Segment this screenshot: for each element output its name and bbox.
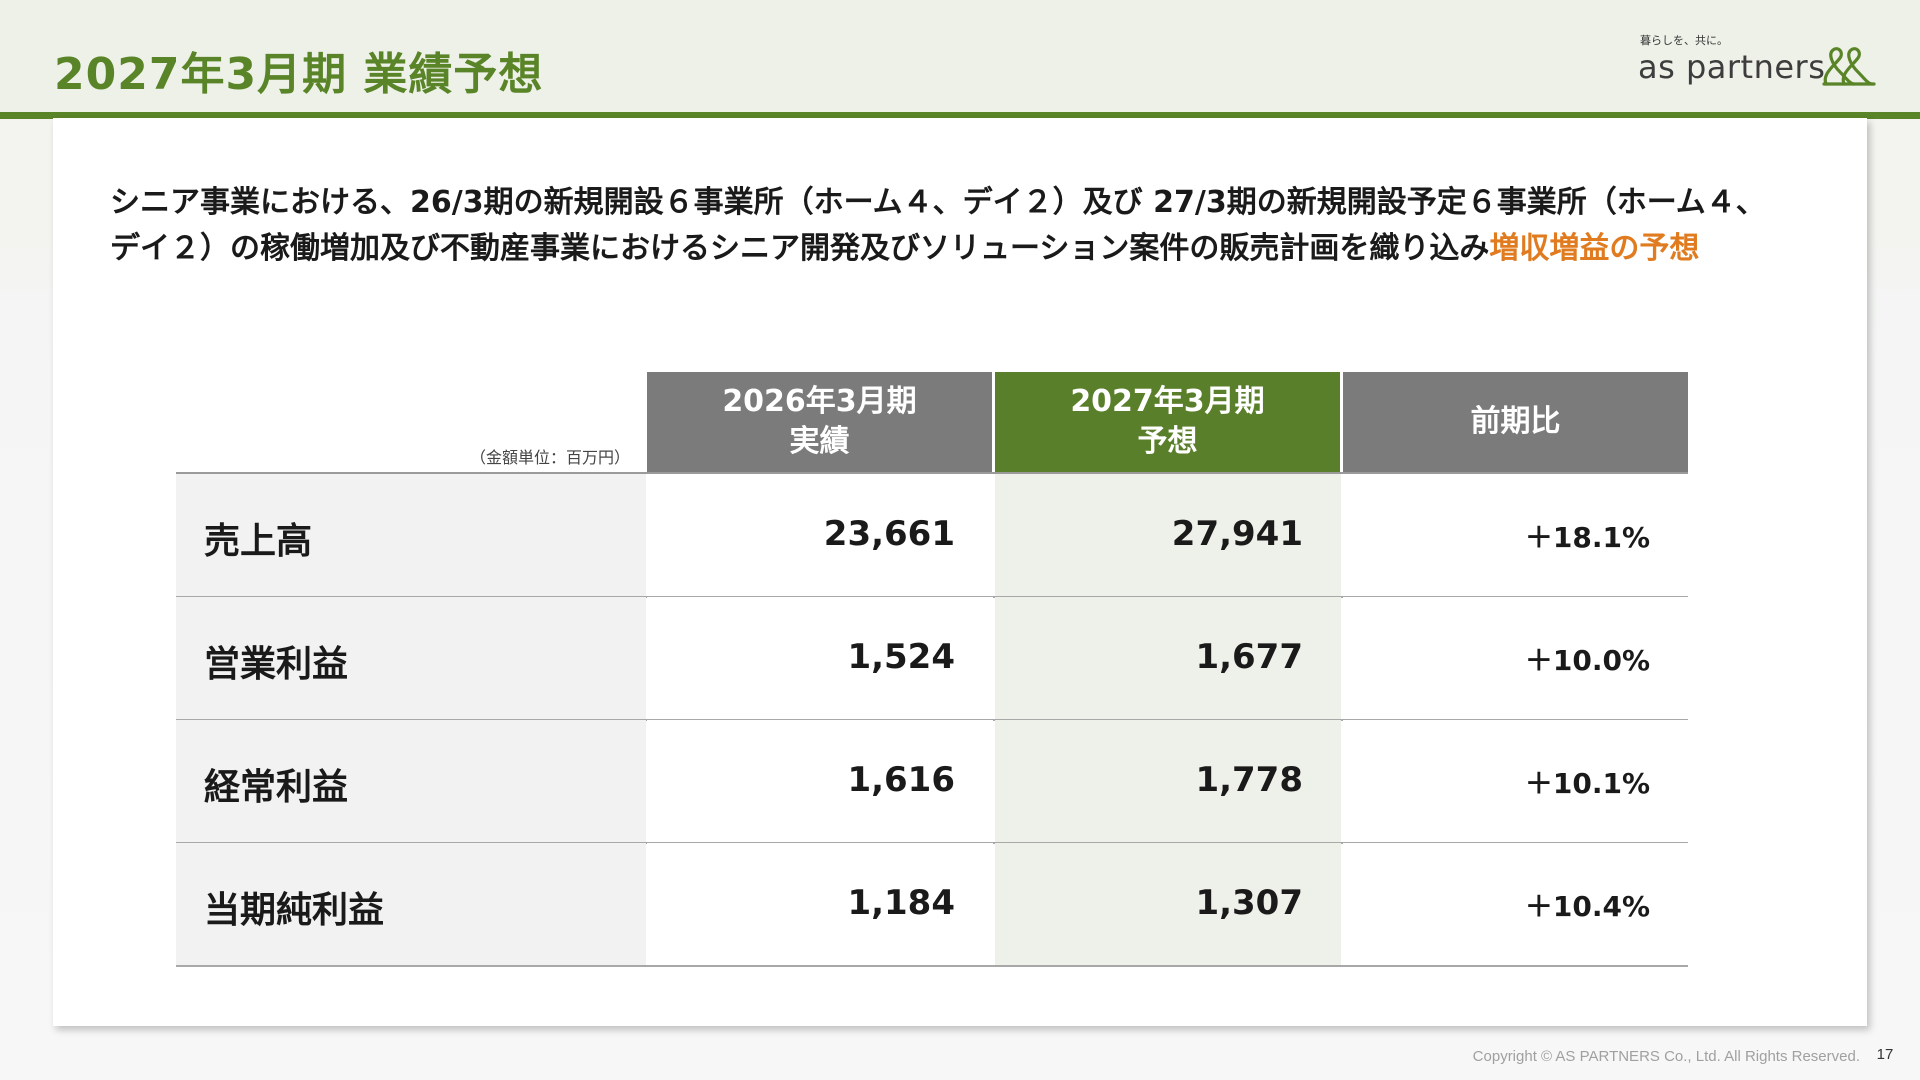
change-cell: ＋18.1% — [1343, 474, 1688, 596]
page-number: 17 — [1876, 1046, 1894, 1063]
header-band — [0, 0, 1920, 116]
page-title: 2027年3月期 業績予想 — [54, 49, 544, 100]
row-divider — [176, 965, 1688, 967]
forecast-cell: 1,677 — [995, 597, 1341, 719]
intro-text: シニア事業における、26/3期の新規開設６事業所（ホーム４、デイ２）及び 27/… — [110, 185, 1766, 266]
change-value: ＋10.1% — [1524, 767, 1650, 800]
table-header-rule — [176, 472, 1688, 474]
intertwined-leaf-logo-icon — [1822, 47, 1876, 86]
table-row: 営業利益 1,524 1,677 ＋10.0% — [176, 597, 1688, 721]
forecast-cell: 1,778 — [995, 720, 1341, 842]
row-label: 当期純利益 — [204, 890, 385, 931]
table-row: 当期純利益 1,184 1,307 ＋10.4% — [176, 843, 1688, 967]
forecast-value: 27,941 — [1171, 514, 1303, 554]
column-header-change: 前期比 — [1343, 372, 1688, 472]
actual-cell: 1,524 — [647, 597, 993, 719]
unit-note: （金額単位：百万円） — [469, 448, 630, 467]
row-label-cell: 当期純利益 — [176, 843, 646, 965]
column-header-actual: 2026年3月期 実績 — [647, 372, 992, 472]
copyright-notice: Copyright © AS PARTNERS Co., Ltd. All Ri… — [1472, 1048, 1860, 1065]
table-row: 経常利益 1,616 1,778 ＋10.1% — [176, 720, 1688, 844]
row-label-cell: 売上高 — [176, 474, 646, 596]
column-header-line: 予想 — [1137, 424, 1198, 459]
forecast-value: 1,778 — [1195, 760, 1303, 800]
intro-highlight: 増収増益の予想 — [1489, 231, 1700, 266]
forecast-cell: 27,941 — [995, 474, 1341, 596]
actual-value: 23,661 — [823, 514, 955, 554]
column-header-line: 実績 — [789, 424, 850, 459]
actual-value: 1,184 — [847, 883, 955, 923]
logo-tagline: 暮らしを、共に。 — [1640, 34, 1728, 47]
actual-cell: 23,661 — [647, 474, 993, 596]
row-label: 売上高 — [204, 521, 313, 562]
change-cell: ＋10.1% — [1343, 720, 1688, 842]
row-label-cell: 営業利益 — [176, 597, 646, 719]
forecast-cell: 1,307 — [995, 843, 1341, 965]
change-cell: ＋10.0% — [1343, 597, 1688, 719]
intro-paragraph: シニア事業における、26/3期の新規開設６事業所（ホーム４、デイ２）及び 27/… — [110, 180, 1790, 272]
actual-value: 1,524 — [847, 637, 955, 677]
row-label: 経常利益 — [204, 767, 349, 808]
change-value: ＋10.0% — [1524, 644, 1650, 677]
actual-value: 1,616 — [847, 760, 955, 800]
column-header-forecast: 2027年3月期 予想 — [995, 372, 1340, 472]
actual-cell: 1,184 — [647, 843, 993, 965]
column-header-line: 前期比 — [1470, 404, 1561, 439]
header-divider — [0, 112, 1920, 119]
change-cell: ＋10.4% — [1343, 843, 1688, 965]
company-logo: 暮らしを、共に。 as partners — [1636, 30, 1876, 92]
change-value: ＋18.1% — [1524, 521, 1650, 554]
actual-cell: 1,616 — [647, 720, 993, 842]
row-label: 営業利益 — [204, 644, 349, 685]
forecast-value: 1,677 — [1195, 637, 1303, 677]
table-row: 売上高 23,661 27,941 ＋18.1% — [176, 474, 1688, 598]
forecast-value: 1,307 — [1195, 883, 1303, 923]
column-header-line: 2026年3月期 — [722, 384, 917, 419]
column-header-line: 2027年3月期 — [1070, 384, 1265, 419]
change-value: ＋10.4% — [1524, 890, 1650, 923]
row-label-cell: 経常利益 — [176, 720, 646, 842]
logo-wordmark: as partners — [1638, 48, 1826, 86]
